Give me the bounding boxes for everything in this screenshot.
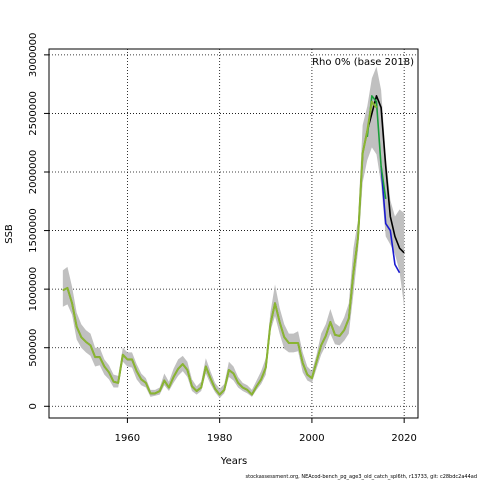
x-tick-label: 1960 — [115, 433, 140, 444]
y-axis: 0 500000 1000000 1500000 2000000 2500000 30000… — [28, 33, 49, 409]
x-tick-label: 2020 — [391, 433, 416, 444]
y-tick-label: 2500000 — [28, 91, 39, 136]
y-tick-label: 1500000 — [28, 208, 39, 253]
confidence-band — [62, 66, 405, 399]
y-tick-label: 1000000 — [28, 267, 39, 312]
x-axis-title: Years — [220, 456, 247, 467]
y-tick-label: 0 — [28, 403, 39, 409]
x-tick-label: 2000 — [299, 433, 324, 444]
y-tick-label: 3000000 — [28, 33, 39, 78]
series-line-2 — [380, 166, 401, 274]
series-line-4 — [62, 100, 378, 396]
series-lines — [62, 95, 405, 396]
footer-text: stockassessment.org, NEAcod-bench_pg_age… — [246, 474, 477, 480]
legend-text: Rho 0% (base 2018) — [312, 57, 414, 68]
y-axis-title: SSB — [4, 224, 15, 244]
y-tick-label: 500000 — [28, 329, 39, 367]
y-tick-label: 2000000 — [28, 150, 39, 195]
x-axis: 1960 1980 2000 2020 — [115, 418, 417, 444]
plot-frame — [48, 48, 419, 419]
x-tick-label: 1980 — [207, 433, 232, 444]
band-area — [62, 66, 405, 399]
